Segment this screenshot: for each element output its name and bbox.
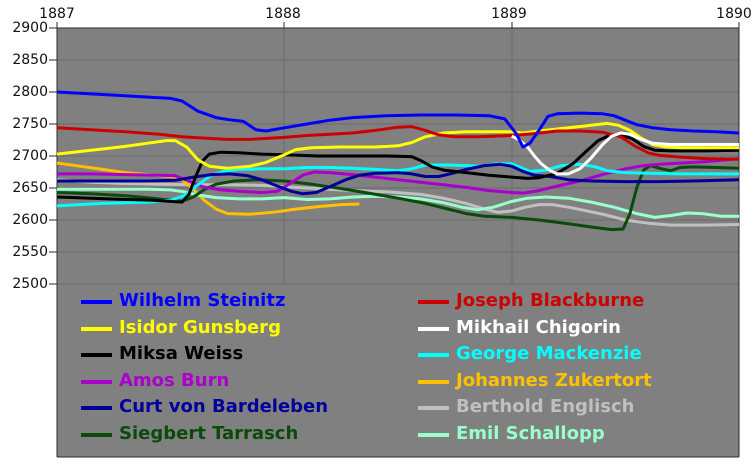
x-tick-label: 1890 bbox=[716, 6, 752, 22]
legend-label: Amos Burn bbox=[119, 370, 230, 391]
legend-label: Berthold Englisch bbox=[456, 396, 635, 417]
legend-swatch bbox=[81, 353, 112, 357]
legend-label: Curt von Bardeleben bbox=[119, 396, 329, 417]
series-line-isidor-gunsberg bbox=[56, 121, 739, 170]
y-tick-label: 2500 bbox=[12, 276, 48, 292]
y-tick-label: 2750 bbox=[12, 116, 48, 132]
legend-swatch bbox=[418, 406, 449, 410]
legend-label: Johannes Zukertort bbox=[456, 370, 652, 391]
series-line-emil-schallopp bbox=[57, 187, 739, 219]
y-tick-label: 2650 bbox=[12, 180, 48, 196]
legend-swatch bbox=[81, 380, 112, 384]
legend-swatch bbox=[81, 433, 112, 437]
legend-swatch bbox=[418, 327, 449, 331]
legend-label: Wilhelm Steinitz bbox=[119, 290, 286, 311]
legend-label: Joseph Blackburne bbox=[456, 290, 645, 311]
x-tick-label: 1888 bbox=[265, 6, 301, 22]
y-tick-label: 2550 bbox=[12, 244, 48, 260]
series-line-berthold-englisch bbox=[56, 178, 740, 227]
y-tick-label: 2600 bbox=[12, 212, 48, 228]
y-tick-label: 2850 bbox=[12, 52, 48, 68]
series-line-johannes-zukertort bbox=[56, 161, 360, 216]
legend-swatch bbox=[418, 353, 449, 357]
legend-label: Siegbert Tarrasch bbox=[119, 423, 299, 444]
legend-label: Mikhail Chigorin bbox=[456, 317, 621, 338]
x-tick-label: 1887 bbox=[39, 6, 75, 22]
series-line-curt-von-bardeleben bbox=[57, 162, 740, 196]
legend-swatch bbox=[81, 327, 112, 331]
y-tick-label: 2700 bbox=[12, 148, 48, 164]
y-tick-label: 2800 bbox=[12, 84, 48, 100]
series-line-mikhail-chigorin bbox=[511, 131, 739, 176]
y-tick-label: 2900 bbox=[12, 20, 48, 36]
legend-swatch bbox=[418, 380, 449, 384]
legend-swatch bbox=[81, 406, 112, 410]
legend-swatch bbox=[418, 433, 449, 437]
legend-swatch bbox=[81, 300, 112, 304]
legend-label: George Mackenzie bbox=[456, 343, 642, 364]
legend-label: Isidor Gunsberg bbox=[119, 317, 281, 338]
legend-label: Emil Schallopp bbox=[456, 423, 605, 444]
series-line-joseph-blackburne bbox=[56, 125, 740, 161]
legend-swatch bbox=[418, 300, 449, 304]
series-line-wilhelm-steinitz bbox=[56, 90, 740, 149]
legend-label: Miksa Weiss bbox=[119, 343, 244, 364]
x-tick-label: 1889 bbox=[491, 6, 527, 22]
